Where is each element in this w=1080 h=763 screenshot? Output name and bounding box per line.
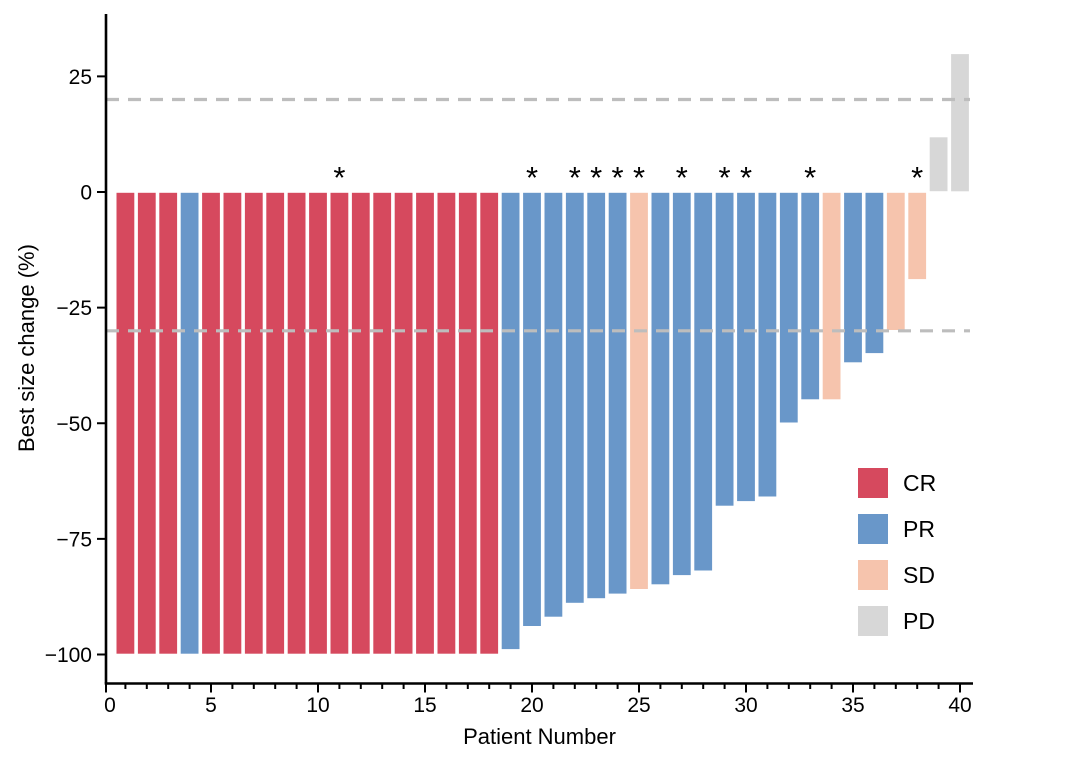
legend-swatch-pr xyxy=(858,514,888,544)
x-tick-label-10: 10 xyxy=(306,694,329,717)
legend-item-pd: PD xyxy=(858,606,936,636)
legend-item-sd: SD xyxy=(858,560,936,590)
bar-patient-25 xyxy=(628,191,650,591)
bar-patient-26 xyxy=(649,191,671,586)
bar-patient-40 xyxy=(949,52,971,193)
bar-patient-39 xyxy=(928,135,950,193)
y-tick-label--75: −75 xyxy=(56,528,92,551)
x-axis-title: Patient Number xyxy=(463,724,616,749)
bar-patient-30 xyxy=(735,191,757,503)
legend-label-pr: PR xyxy=(903,516,935,542)
bar-patient-32 xyxy=(778,191,800,425)
legend-swatch-sd xyxy=(858,560,888,590)
bar-patient-9 xyxy=(286,191,308,656)
bar-patient-2 xyxy=(136,191,158,656)
legend-item-pr: PR xyxy=(858,514,936,544)
bar-patient-21 xyxy=(542,191,564,619)
bar-patient-13 xyxy=(371,191,393,656)
bar-patient-24 xyxy=(607,191,629,596)
bar-patient-1 xyxy=(114,191,136,656)
bar-patient-15 xyxy=(414,191,436,656)
bar-patient-8 xyxy=(264,191,286,656)
legend-label-pd: PD xyxy=(903,608,935,634)
x-tick-label-25: 25 xyxy=(627,694,650,717)
bar-patient-16 xyxy=(435,191,457,656)
y-tick-label-25: 25 xyxy=(69,66,92,89)
bar-patient-23 xyxy=(585,191,607,600)
asterisk-patient-11: * xyxy=(333,160,345,195)
asterisk-patient-30: * xyxy=(740,160,752,195)
asterisk-patient-38: * xyxy=(911,160,923,195)
x-tick-label-5: 5 xyxy=(205,694,217,717)
bar-patient-33 xyxy=(799,191,821,401)
x-tick-label-40: 40 xyxy=(948,694,971,717)
bar-patient-27 xyxy=(671,191,693,577)
bar-patient-36 xyxy=(863,191,885,355)
legend-item-cr: CR xyxy=(858,468,936,498)
bar-patient-17 xyxy=(457,191,479,656)
bars-group xyxy=(114,52,971,656)
bar-patient-3 xyxy=(157,191,179,656)
bar-patient-10 xyxy=(307,191,329,656)
y-tick-label-0: 0 xyxy=(80,182,92,205)
bar-patient-18 xyxy=(478,191,500,656)
legend-swatch-cr xyxy=(858,468,888,498)
bar-patient-20 xyxy=(521,191,543,628)
x-tick-label-20: 20 xyxy=(520,694,543,717)
y-axis-ticks: 25 0 −25 −50 −75 −100 xyxy=(45,66,106,667)
bar-patient-29 xyxy=(714,191,736,508)
y-tick-label--50: −50 xyxy=(56,413,92,436)
bar-patient-38 xyxy=(906,191,928,281)
x-axis-ticks xyxy=(105,683,961,693)
bar-patient-7 xyxy=(243,191,265,656)
bar-patient-35 xyxy=(842,191,864,364)
asterisk-annotations: * * * * * * * * * * * xyxy=(333,160,923,195)
asterisk-patient-27: * xyxy=(676,160,688,195)
legend-swatch-pd xyxy=(858,606,888,636)
asterisk-patient-33: * xyxy=(804,160,816,195)
bar-patient-6 xyxy=(221,191,243,656)
bar-patient-19 xyxy=(500,191,522,651)
bar-patient-34 xyxy=(821,191,843,401)
legend: CR PR SD PD xyxy=(858,468,936,652)
asterisk-patient-29: * xyxy=(719,160,731,195)
y-axis-title: Best size change (%) xyxy=(14,244,39,452)
asterisk-patient-22: * xyxy=(569,160,581,195)
asterisk-patient-25: * xyxy=(633,160,645,195)
y-tick-label--25: −25 xyxy=(56,297,92,320)
legend-label-cr: CR xyxy=(903,470,937,496)
x-tick-label-35: 35 xyxy=(841,694,864,717)
x-tick-label-30: 30 xyxy=(734,694,757,717)
asterisk-patient-24: * xyxy=(612,160,624,195)
bar-patient-14 xyxy=(393,191,415,656)
legend-label-sd: SD xyxy=(903,562,935,588)
x-tick-label-15: 15 xyxy=(413,694,436,717)
bar-patient-5 xyxy=(200,191,222,656)
x-tick-label-0: 0 xyxy=(104,694,116,717)
y-tick-label--100: −100 xyxy=(45,644,92,667)
bar-patient-11 xyxy=(328,191,350,656)
asterisk-patient-20: * xyxy=(526,160,538,195)
x-axis-tick-labels: 0 5 10 15 20 25 30 35 40 xyxy=(104,694,972,717)
bar-patient-22 xyxy=(564,191,586,605)
bar-patient-4 xyxy=(179,191,201,656)
bar-patient-37 xyxy=(885,191,907,332)
bar-patient-28 xyxy=(692,191,714,573)
asterisk-patient-23: * xyxy=(590,160,602,195)
bar-patient-31 xyxy=(756,191,778,499)
bar-patient-12 xyxy=(350,191,372,656)
